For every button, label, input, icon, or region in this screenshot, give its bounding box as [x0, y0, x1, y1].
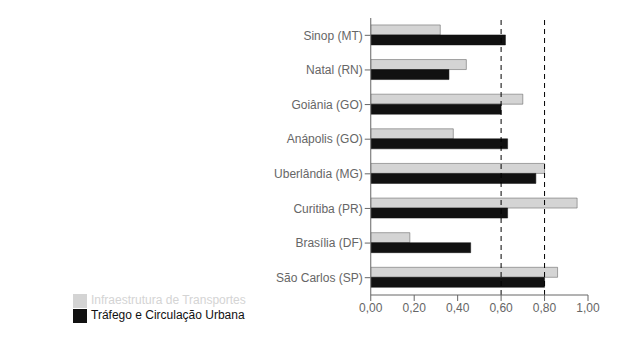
svg-text:São Carlos (SP): São Carlos (SP)	[276, 271, 363, 285]
svg-text:0,60: 0,60	[489, 301, 513, 315]
svg-text:Brasília (DF): Brasília (DF)	[295, 236, 362, 250]
svg-text:Goiânia (GO): Goiânia (GO)	[291, 98, 362, 112]
html-text:Infraestrutura de Transportes: Infraestrutura de Transportes	[91, 293, 246, 308]
svg-text:0,20: 0,20	[403, 301, 427, 315]
svg-text:Curitiba (PR): Curitiba (PR)	[293, 202, 362, 216]
html-text:Tráfego e Circulação Urbana: Tráfego e Circulação Urbana	[91, 308, 245, 323]
svg-text:Uberlândia (MG): Uberlândia (MG)	[274, 167, 363, 181]
svg-text:1,00: 1,00	[576, 301, 600, 315]
svg-text:Sinop (MT): Sinop (MT)	[303, 29, 362, 43]
svg-text:0,40: 0,40	[446, 301, 470, 315]
svg-text:Natal (RN): Natal (RN)	[306, 63, 363, 77]
svg-text:0,80: 0,80	[533, 301, 557, 315]
svg-text:Anápolis (GO): Anápolis (GO)	[287, 132, 363, 146]
svg-text:0,00: 0,00	[359, 301, 383, 315]
